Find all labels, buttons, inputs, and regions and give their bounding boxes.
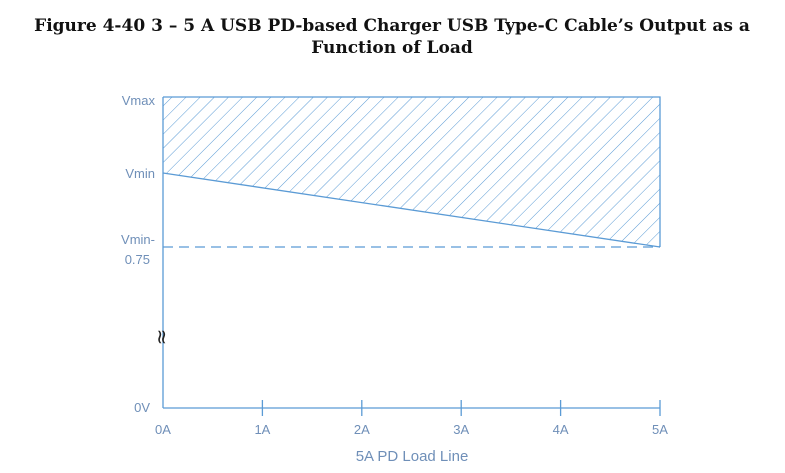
load-line: [162, 172, 661, 248]
region-border: [163, 96, 661, 247]
axis-break: ≈: [149, 329, 173, 346]
x-axis-label: 5A PD Load Line: [356, 448, 469, 465]
x-label: 2A: [354, 422, 370, 437]
y-label: Vmin-: [121, 232, 155, 247]
x-label: 0A: [155, 422, 171, 437]
title-line: Figure 4-40 3 – 5 A USB PD-based Charger…: [34, 16, 750, 36]
x-label: 4A: [553, 422, 569, 437]
y-label: Vmin: [125, 166, 155, 181]
x-label: 5A: [652, 422, 668, 437]
title-line: Function of Load: [311, 38, 473, 58]
x-ticks: 0A 1A 2A 3A 4A 5A: [155, 400, 668, 437]
x-label: 1A: [254, 422, 270, 437]
y-label: Vmax: [122, 93, 156, 108]
y-label: 0.75: [125, 252, 150, 267]
hatched-region: [163, 97, 660, 247]
y-label: 0V: [134, 400, 150, 415]
x-label: 3A: [453, 422, 469, 437]
